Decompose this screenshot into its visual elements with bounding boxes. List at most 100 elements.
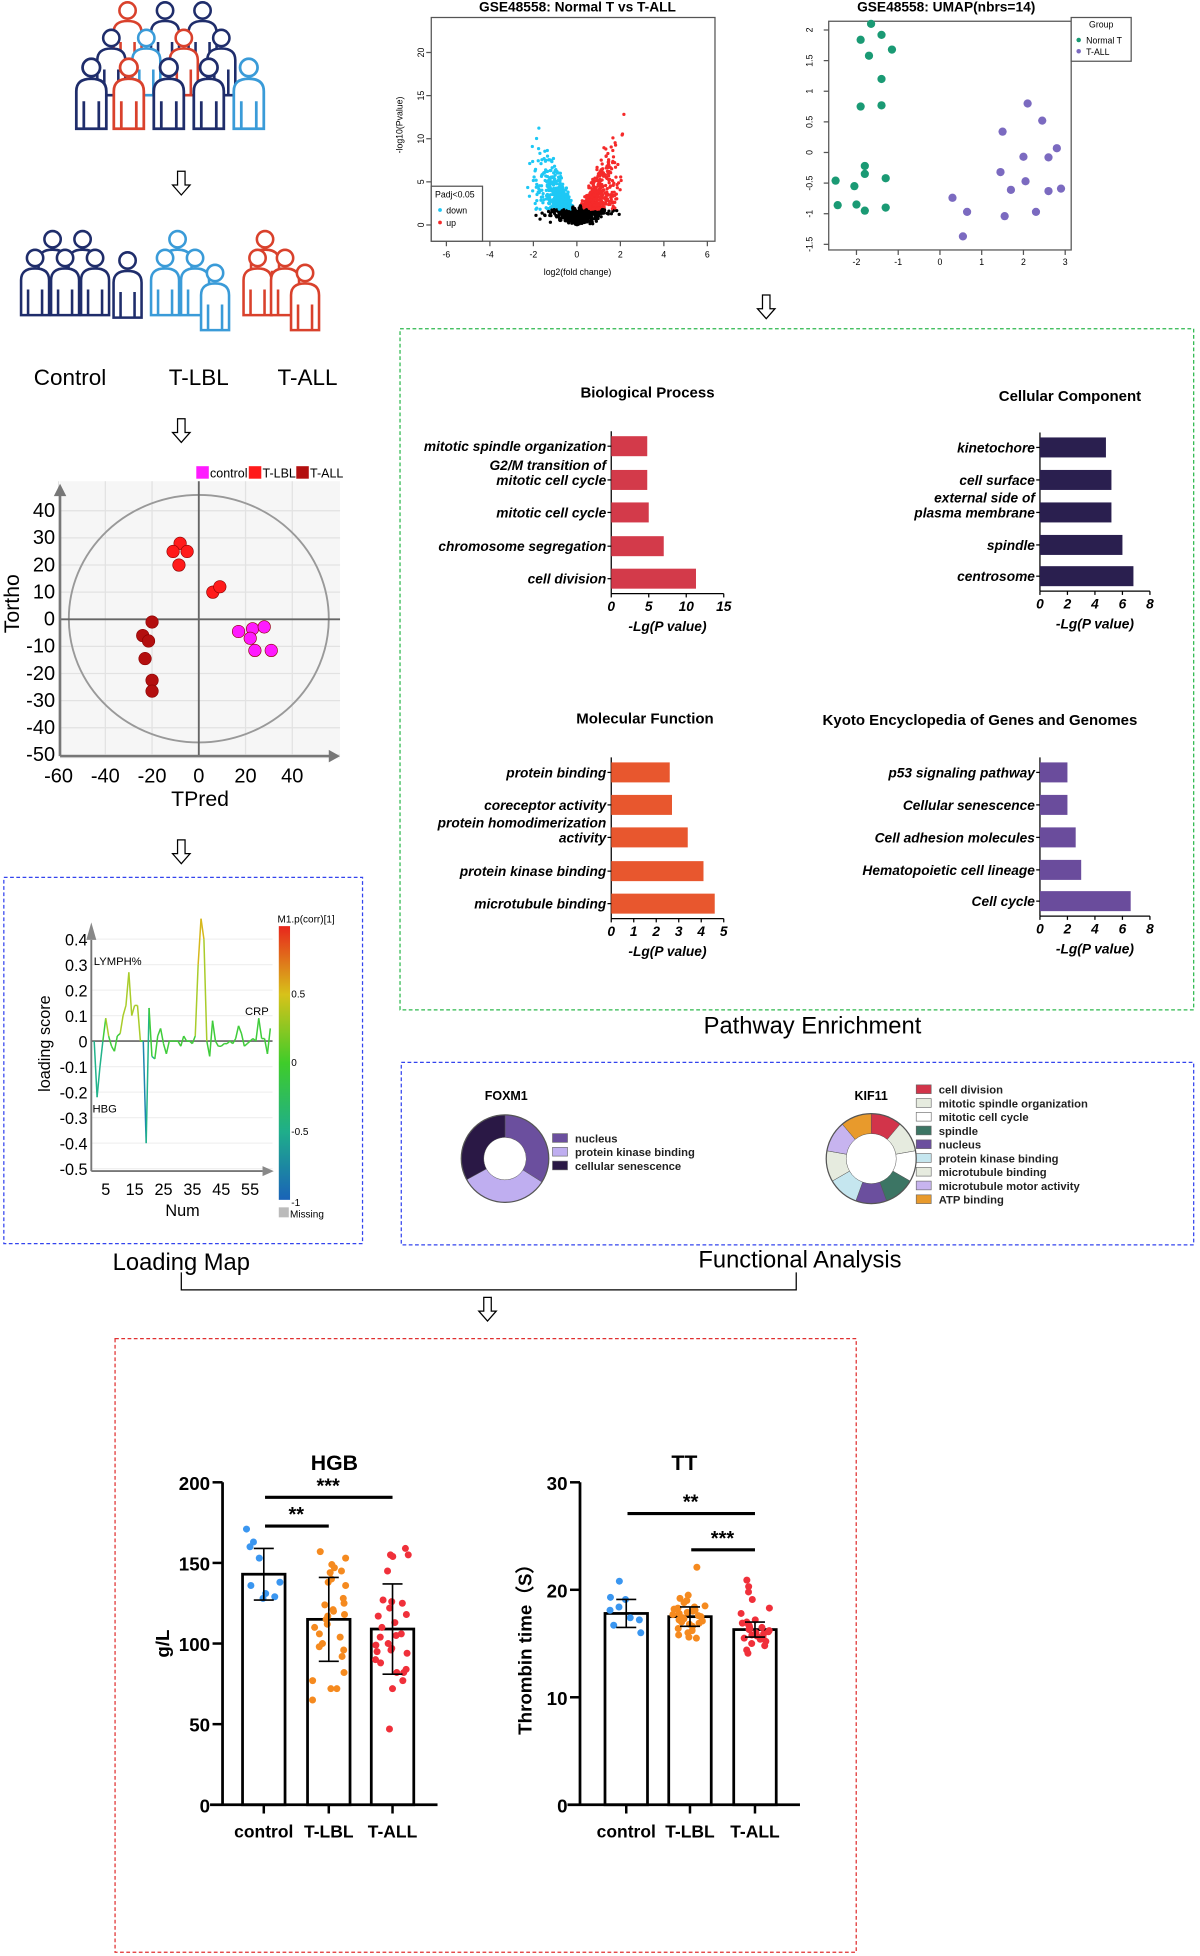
volcano-point	[537, 187, 541, 191]
volcano-point	[595, 207, 599, 211]
volcano-point	[553, 195, 557, 199]
data-point	[758, 1623, 766, 1631]
data-point	[393, 1669, 401, 1677]
down-arrow-icon	[477, 1296, 498, 1323]
functional-analysis-box	[400, 1061, 1195, 1246]
y-tick-label: 30	[547, 1473, 568, 1494]
enrichment-bar	[611, 502, 649, 523]
legend-label: T-LBL	[263, 466, 296, 480]
legend-label: cellular senescence	[575, 1161, 681, 1173]
volcano-point	[548, 185, 552, 189]
x-tick-label: 1	[979, 257, 984, 267]
legend-label: nucleus	[575, 1133, 617, 1145]
donut-slice	[504, 1114, 549, 1183]
term-label: coreceptor activity	[484, 798, 607, 813]
data-point	[737, 1609, 745, 1617]
volcano-point	[610, 167, 614, 171]
enrichment-bar	[611, 893, 715, 914]
umap-point	[1056, 184, 1066, 193]
data-point	[615, 1577, 623, 1585]
legend-label: down	[446, 206, 467, 216]
data-point	[315, 1643, 323, 1651]
score-point	[264, 643, 278, 658]
loading-line-segment	[226, 1040, 231, 1045]
loading-line-segment	[200, 918, 205, 940]
volcano-point	[544, 168, 548, 172]
volcano-point	[603, 197, 607, 201]
subplot-title: Biological Process	[580, 384, 714, 401]
data-point	[692, 1634, 700, 1642]
term-label: activity	[559, 830, 608, 845]
volcano-point	[622, 112, 626, 116]
data-point	[330, 1564, 338, 1572]
loading-line-segment	[102, 1018, 107, 1042]
volcano-point	[548, 168, 552, 173]
volcano-point	[566, 216, 571, 220]
volcano-point	[589, 186, 593, 190]
volcano-point	[608, 170, 612, 174]
volcano-point	[606, 212, 610, 216]
colorbar-tick: -0.5	[291, 1127, 309, 1138]
volcano-point	[593, 176, 597, 180]
volcano-point	[615, 208, 619, 213]
data-point	[333, 1685, 341, 1693]
umap-point	[998, 127, 1007, 136]
umap-point	[996, 167, 1005, 177]
annotation-lymph: LYMPH%	[94, 956, 142, 968]
subplot-title: Cellular Component	[999, 388, 1141, 405]
loading-line-segment	[191, 1035, 196, 1044]
enrichment-bar	[611, 861, 704, 882]
data-point	[761, 1642, 769, 1650]
loading-line-segment	[116, 1032, 121, 1037]
x-tick-label: 0	[607, 924, 615, 939]
volcano-point	[547, 158, 551, 162]
volcano-point	[617, 212, 621, 217]
volcano-point	[607, 163, 611, 168]
significance-label: **	[683, 1492, 699, 1514]
y-tick-label: 1.5	[804, 54, 814, 66]
volcano-point	[592, 203, 596, 207]
panel-label: Functional Analysis	[698, 1247, 901, 1273]
umap-point	[1044, 186, 1053, 196]
y-tick-label: -0.4	[60, 1135, 88, 1153]
term-label: mitotic cell cycle	[496, 473, 606, 488]
error-bar	[616, 1598, 637, 1629]
volcano-point	[613, 206, 617, 210]
volcano-point	[607, 181, 611, 185]
y-tick-label: 0	[416, 222, 426, 227]
volcano-point	[556, 178, 561, 182]
volcano-point	[531, 178, 535, 183]
cohort-label: Control	[34, 365, 106, 390]
loading-line-segment	[197, 918, 202, 965]
significance-label: ***	[316, 1475, 340, 1497]
loading-line-segment	[96, 1066, 101, 1098]
y-tick-label: 0	[557, 1795, 567, 1816]
volcano-point	[567, 205, 571, 210]
data-point	[693, 1563, 701, 1571]
enrichment-bar	[611, 568, 696, 589]
y-tick-label: 200	[179, 1473, 210, 1494]
error-bar	[318, 1576, 339, 1663]
enrichment-bar	[1039, 534, 1123, 555]
volcano-point	[535, 199, 539, 203]
volcano-point	[558, 174, 563, 179]
legend-swatch	[1076, 37, 1081, 43]
data-point	[385, 1725, 393, 1733]
volcano-point	[580, 199, 584, 203]
volcano-point	[588, 222, 592, 226]
y-tick-label: 0	[804, 150, 814, 155]
umap-point	[1000, 212, 1009, 221]
loading-line-segment	[131, 1005, 136, 1016]
umap-point	[850, 182, 859, 191]
error-bar	[744, 1621, 765, 1638]
volcano-point	[604, 154, 608, 159]
x-tick-label: 5	[720, 924, 728, 939]
annotation-crp: CRP	[245, 1006, 269, 1018]
term-label: mitotic spindle organization	[424, 439, 606, 454]
volcano-point	[541, 192, 545, 196]
data-point	[626, 1614, 634, 1622]
term-label: protein binding	[505, 765, 607, 780]
enrichment-bar	[611, 536, 664, 557]
enrichment-subplot: Biological Process mitotic spindle organi…	[424, 384, 732, 634]
volcano-point	[552, 187, 556, 191]
